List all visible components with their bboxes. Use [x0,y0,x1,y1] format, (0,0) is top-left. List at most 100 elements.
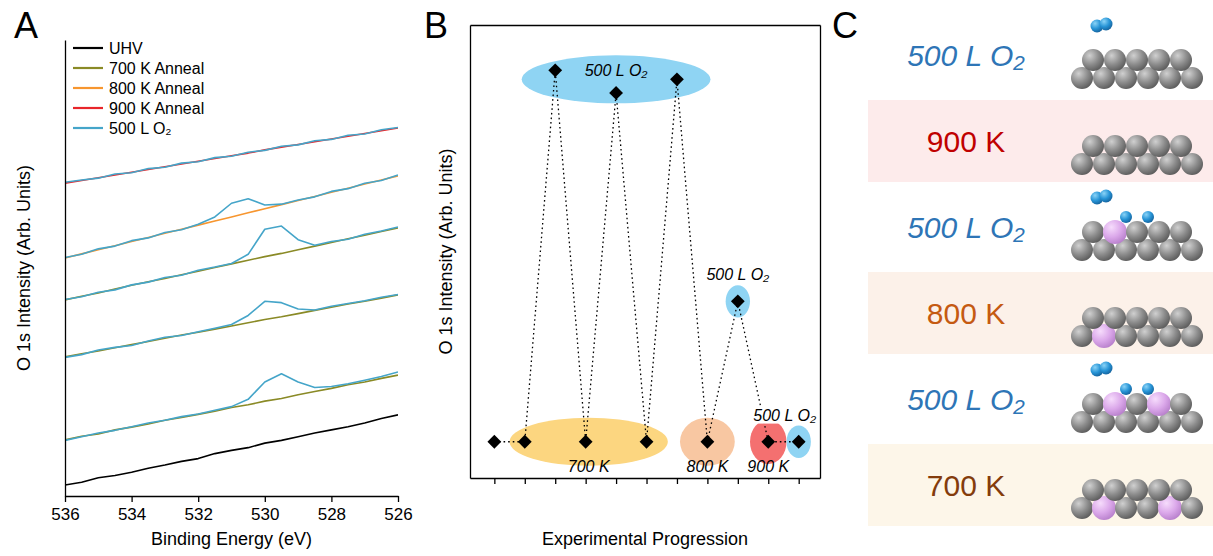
x-axis-tick-mark [65,496,66,502]
x-axis-tick [677,478,678,484]
highlight-ellipse [726,285,750,317]
x-axis-tick-mark [616,478,617,484]
y-axis-title: O 1s Intensity (Arb. Units) [14,165,34,371]
annotation-labels: 500 L O₂700 K800 K900 K500 L O₂500 L O₂ [568,62,817,475]
panel-c: 500 L O₂900 K500 L O₂800 K500 L O₂700 K [868,18,1213,527]
data-point [579,435,593,449]
row-band [868,100,1213,182]
subsurface-atom [1103,392,1127,416]
annotation-label: 500 L O₂ [753,407,816,424]
subsurface-atom [1103,220,1127,244]
x-axis [471,478,821,484]
x-axis-tick [799,478,800,484]
oxygen-molecule [1100,190,1113,203]
diagram-row: 500 L O₂ [907,190,1203,262]
metal-atom [1170,393,1192,415]
annotation: 500 L O₂ [752,407,817,424]
row-label: 800 K [927,297,1005,330]
row-band [868,272,1213,354]
y-axis [470,26,471,479]
data-point [792,435,806,449]
metal-atom [1170,307,1192,329]
oxygen-molecule [1100,362,1113,375]
data-point [609,86,623,100]
data-point [731,294,745,308]
frame-right-line [820,26,821,479]
metal-atom [1082,393,1104,415]
metal-atom [1170,479,1192,501]
x-axis-tick: 528 [318,496,346,524]
y-axis-line [470,26,471,479]
legend-swatch [73,107,103,109]
panel-label: C [832,5,858,46]
x-axis-line [66,496,399,497]
metal-atom [1104,307,1126,329]
x-axis-tick-label: 534 [118,505,146,524]
surface-model [1071,307,1203,348]
panel-b: Experimental ProgressionO 1s Intensity (… [436,26,821,550]
x-axis-tick-mark [331,496,332,502]
label-patch [705,266,770,283]
data-point [518,435,532,449]
x-axis-tick-mark [198,496,199,502]
metal-atom [1126,479,1148,501]
x-axis-tick-mark [768,478,769,484]
metal-atom [1170,49,1192,71]
x-axis-tick-mark [398,496,399,502]
metal-atom [1082,479,1104,501]
y-axis [65,41,66,497]
annotation-label: 800 K [686,458,729,475]
spectrum-line [65,175,398,258]
metal-atom [1082,135,1104,157]
x-axis-tick: 534 [118,496,146,524]
legend-swatch [73,47,103,49]
row-label: 500 L O₂ [907,39,1025,72]
x-axis-tick [494,478,495,484]
x-axis-tick-mark [131,496,132,502]
x-axis-tick-mark [494,478,495,484]
plot-area [487,55,810,465]
annotation: 500 L O₂ [705,266,770,283]
data-point [487,435,501,449]
metal-atom [1148,221,1170,243]
annotation-label: 500 L O₂ [585,62,648,79]
x-axis-tick: 530 [251,496,279,524]
x-axis-tick-mark [555,478,556,484]
surface-model [1071,362,1203,434]
x-axis-tick: 532 [185,496,213,524]
x-axis-tick [555,478,556,484]
x-axis-title: Experimental Progression [542,529,748,549]
x-axis-tick-mark [646,478,647,484]
surface-model [1071,18,1203,90]
diagram-row: 700 K [868,444,1213,526]
x-axis-tick-label: 528 [318,505,346,524]
legend-label: 700 K Anneal [109,60,204,77]
x-axis-tick [525,478,526,484]
x-axis-title: Binding Energy (eV) [151,529,312,549]
x-axis-tick-label: 536 [51,505,79,524]
row-band [868,444,1213,526]
x-axis-tick [616,478,617,484]
panel-label: B [424,5,448,46]
spectrum-line [65,295,398,357]
legend-label: 500 L O₂ [109,120,172,137]
metal-atom [1104,135,1126,157]
plot-area [65,128,398,486]
x-axis-line [471,478,821,479]
x-axis: 536 534 532 530 528 526 [51,496,412,524]
data-point [640,435,654,449]
data-point [670,72,684,86]
metal-atom [1126,135,1148,157]
annotation-label: 900 K [747,458,790,475]
x-axis-tick: 526 [384,496,412,524]
x-axis-tick-mark [525,478,526,484]
legend-label: 900 K Anneal [109,100,204,117]
oxygen-molecule [1100,18,1113,31]
x-axis-tick [647,478,648,484]
metal-atom [1126,393,1148,415]
metal-atom [1148,49,1170,71]
x-axis-tick [707,478,708,484]
frame-top [471,25,821,26]
row-label: 700 K [927,469,1005,502]
x-axis-tick-mark [586,478,587,484]
